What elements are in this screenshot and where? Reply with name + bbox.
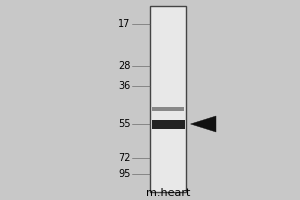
Polygon shape [190,116,216,132]
Bar [152,107,184,111]
Text: m.heart: m.heart [146,188,190,198]
Bar [152,119,184,129]
Text: 72: 72 [118,153,130,163]
Text: 17: 17 [118,19,130,29]
Bar [150,6,186,192]
Text: 36: 36 [118,81,130,91]
Text: 28: 28 [118,61,130,71]
Text: 95: 95 [118,169,130,179]
Text: 55: 55 [118,119,130,129]
